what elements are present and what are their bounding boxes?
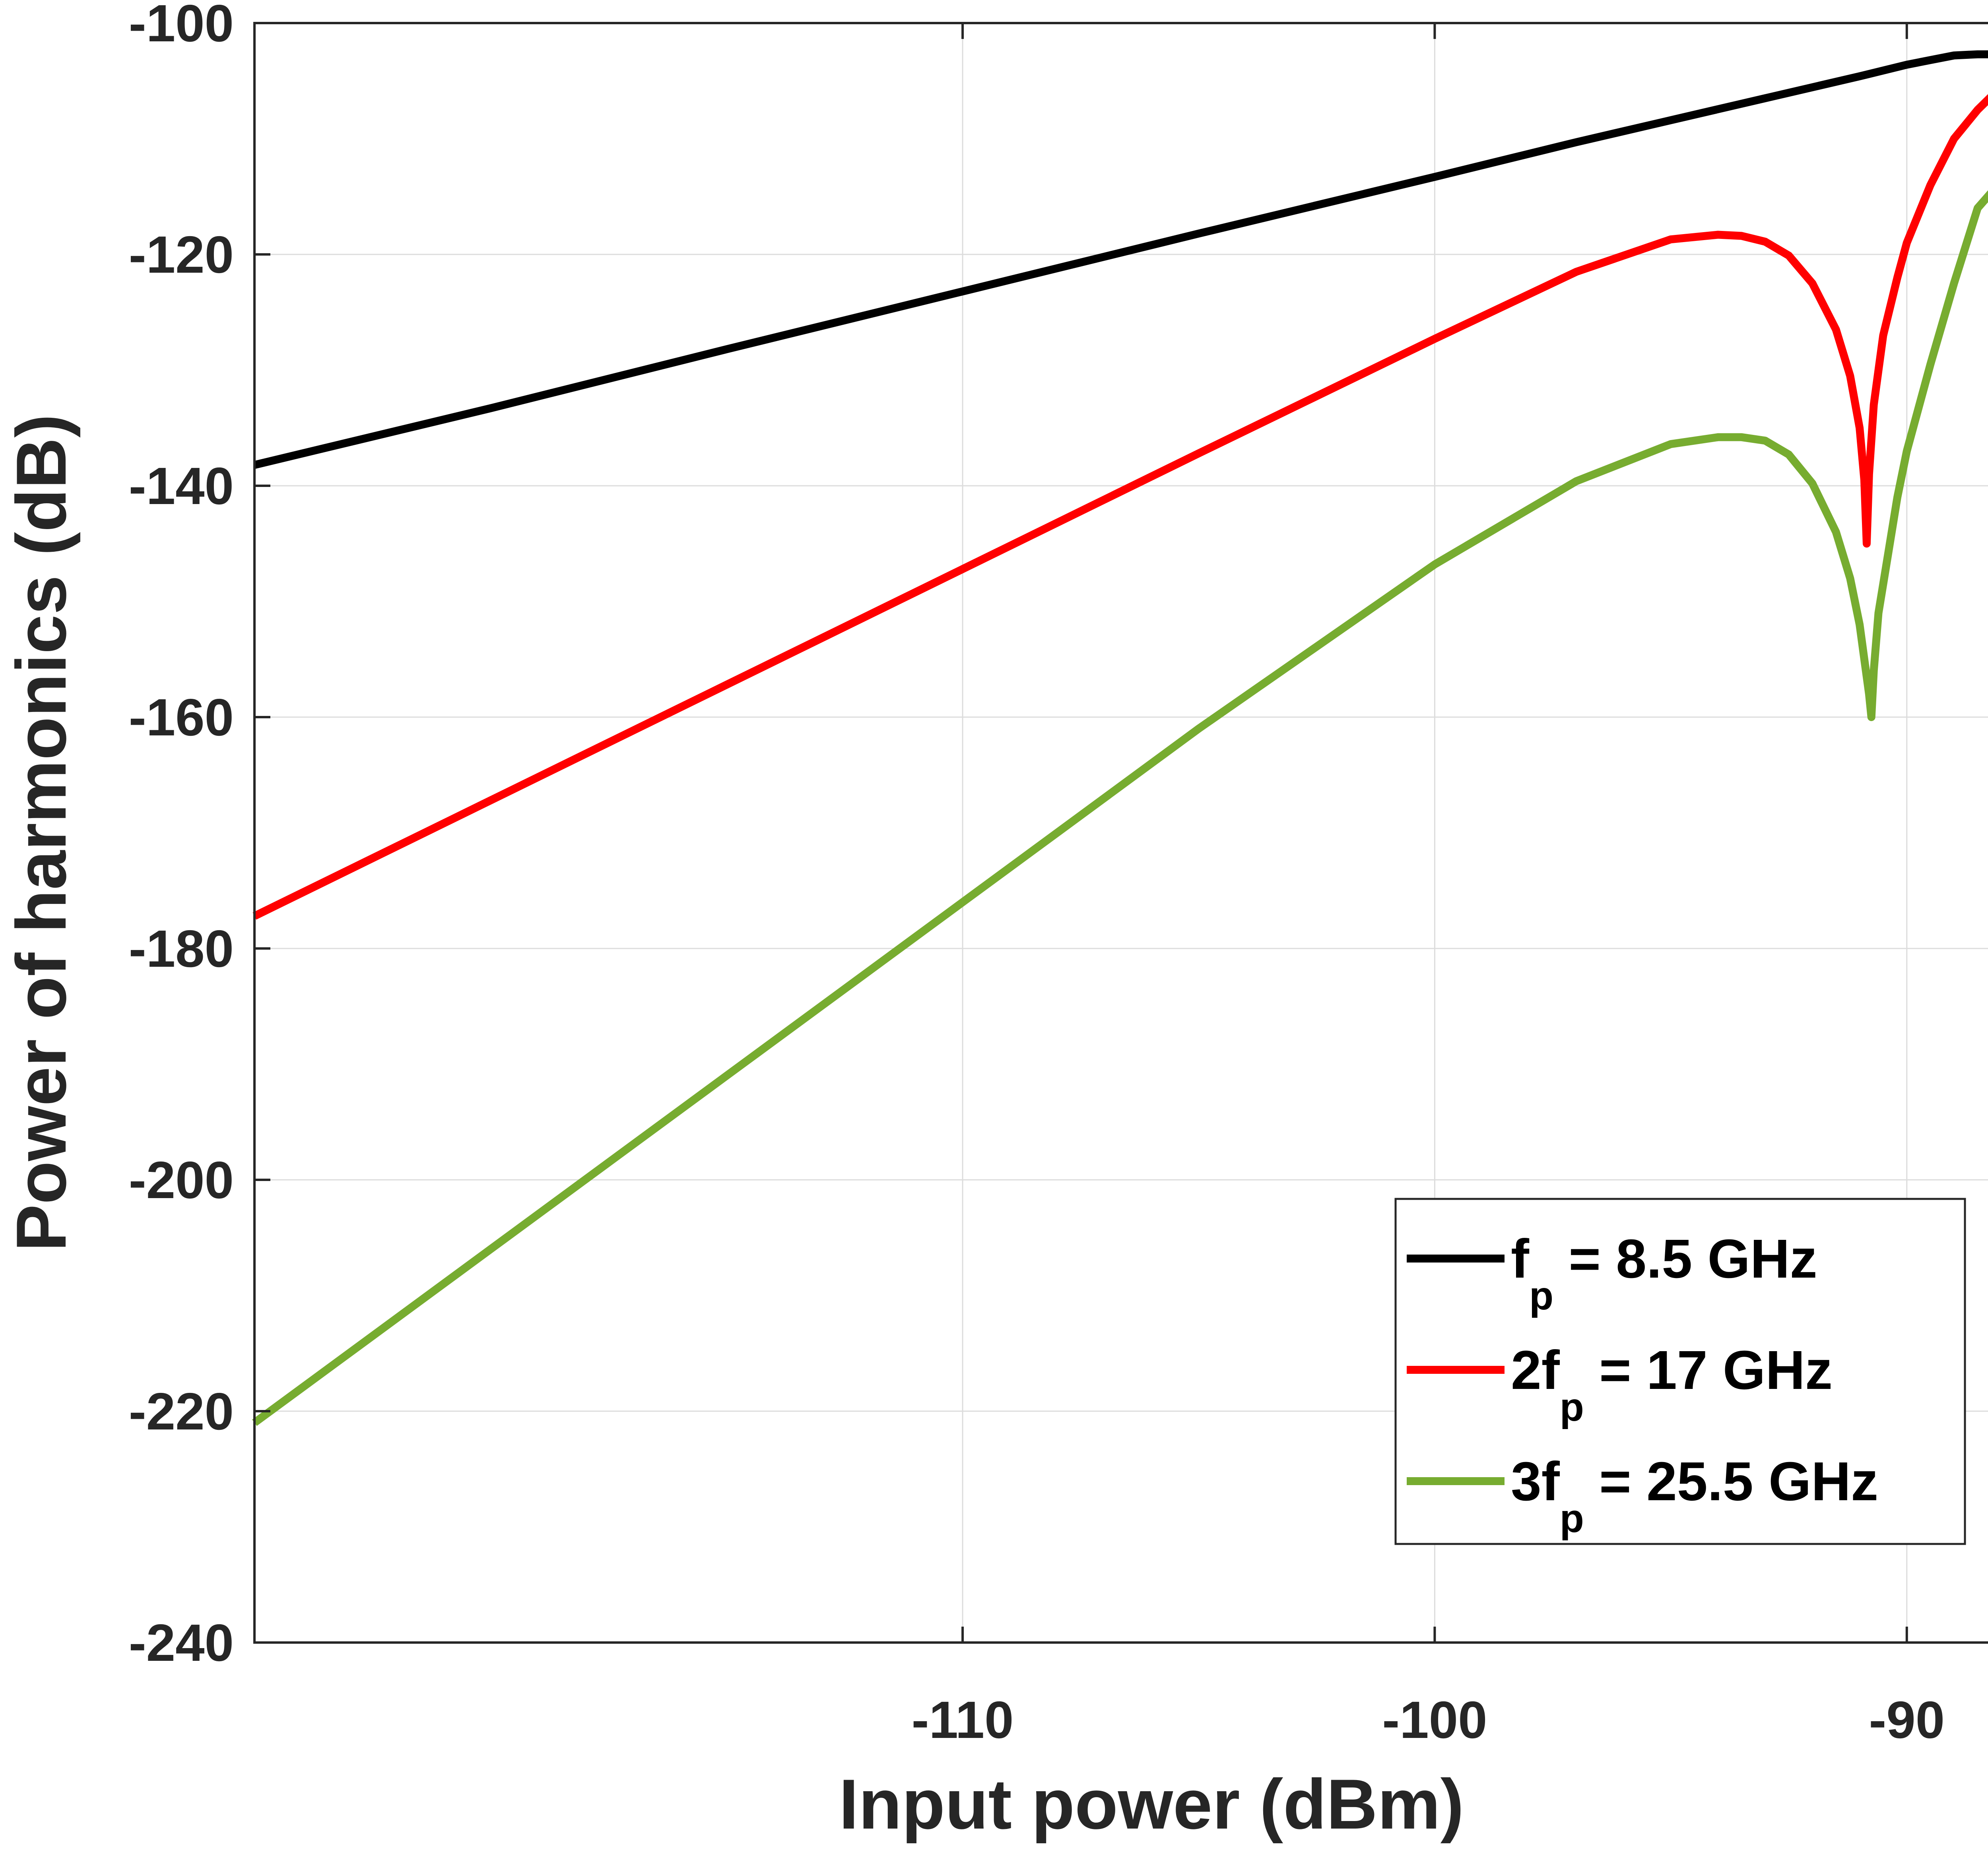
series-line-2 [252,94,1988,920]
y-tick-label: -220 [129,1382,234,1441]
y-tick-label: -200 [129,1151,234,1209]
y-tick-label: -180 [129,919,234,978]
legend-entry-2: 2fp = 17 GHz [1511,1340,1833,1429]
y-tick-label: -140 [129,457,234,515]
y-tick-label: -100 [129,0,234,52]
series-line-3 [252,190,1988,1426]
legend-entry-main: f [1511,1228,1530,1290]
series-line-1 [253,50,1988,469]
x-tick-label: -110 [912,1691,1014,1749]
legend-entry-rest: = 25.5 GHz [1584,1451,1878,1512]
x-tick-label: -90 [1869,1691,1945,1749]
legend-entry-3: 3fp = 25.5 GHz [1511,1451,1878,1541]
plot-lines [252,50,1988,1426]
y-tick-label: -120 [129,225,234,284]
grid [254,23,1988,1643]
y-tick-label: -160 [129,688,234,747]
legend-entry-main: 2f [1511,1340,1560,1401]
legend-entry-1: fp = 8.5 GHz [1511,1228,1817,1318]
x-tick-label: -100 [1382,1691,1487,1749]
x-axis-label: Input power (dBm) [839,1765,1464,1844]
tick-labels: -110 -100 -90 -240 -220 -200 -180 -160 -140 -120 -… [129,0,1945,1749]
legend-entry-sub: p [1560,1385,1584,1429]
ticks [254,22,1908,1644]
legend-entry-rest: = 17 GHz [1584,1340,1833,1401]
y-axis-label: Power of harmonics (dB) [2,414,81,1252]
legend-entry-sub: p [1560,1496,1584,1541]
legend-entry-rest: = 8.5 GHz [1553,1228,1817,1290]
plot-frame [253,22,1988,1644]
legend-entry-main: 3f [1511,1451,1560,1512]
legend-entry-sub: p [1529,1274,1553,1318]
y-tick-label: -240 [129,1614,234,1672]
